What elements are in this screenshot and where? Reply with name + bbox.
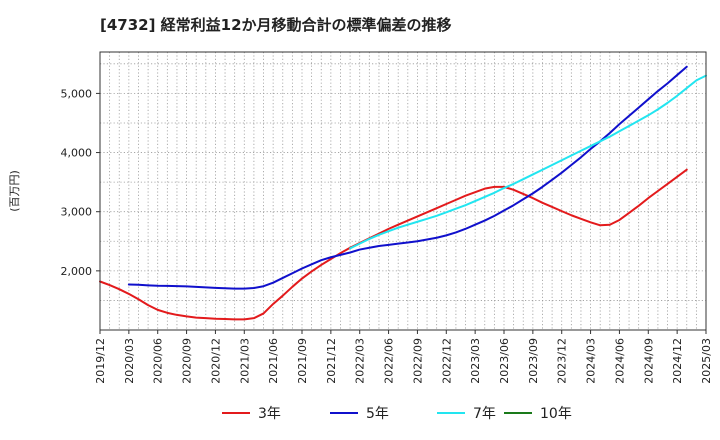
x-tick-label: 2024/03 bbox=[585, 338, 598, 384]
x-tick-label: 2023/12 bbox=[556, 338, 569, 384]
x-tick-label: 2021/09 bbox=[296, 338, 309, 384]
series-line-3年 bbox=[99, 168, 688, 321]
series-line-7年 bbox=[349, 74, 707, 250]
legend-label: 3年 bbox=[258, 406, 281, 422]
y-tick-label: 3,000 bbox=[61, 206, 93, 219]
grid-layer bbox=[100, 52, 706, 330]
x-tick-label: 2022/12 bbox=[440, 338, 453, 384]
x-tick-label: 2021/06 bbox=[267, 338, 280, 384]
series-layer bbox=[99, 65, 707, 321]
x-tick-label: 2023/03 bbox=[469, 338, 482, 384]
legend-label: 5年 bbox=[366, 406, 389, 422]
x-tick-label: 2022/09 bbox=[411, 338, 424, 384]
x-tick-label: 2025/03 bbox=[700, 338, 713, 384]
x-tick-label: 2022/06 bbox=[383, 338, 396, 384]
x-tick-label: 2022/03 bbox=[354, 338, 367, 384]
y-tick-label: 5,000 bbox=[61, 87, 93, 100]
x-tick-label: 2024/06 bbox=[613, 338, 626, 384]
legend: 3年 5年 7年 10年 bbox=[222, 406, 572, 422]
x-tick-label: 2020/09 bbox=[181, 338, 194, 384]
x-tick-label: 2023/09 bbox=[527, 338, 540, 384]
x-tick-label: 2021/03 bbox=[238, 338, 251, 384]
x-tick-label: 2019/12 bbox=[94, 338, 107, 384]
legend-label: 7年 bbox=[473, 406, 496, 422]
x-tick-label: 2020/12 bbox=[209, 338, 222, 384]
y-axis: 2,000 3,000 4,000 5,000 bbox=[61, 87, 100, 278]
legend-label: 10年 bbox=[540, 406, 572, 422]
y-axis-label: (百万円) bbox=[8, 170, 21, 212]
y-tick-label: 4,000 bbox=[61, 147, 93, 160]
series-line-5年 bbox=[127, 65, 688, 290]
x-tick-label: 2024/12 bbox=[671, 338, 684, 384]
x-tick-label: 2024/09 bbox=[642, 338, 655, 384]
chart-title: [4732] 経常利益12か月移動合計の標準偏差の推移 bbox=[100, 16, 452, 34]
x-tick-label: 2020/03 bbox=[123, 338, 136, 384]
x-tick-label: 2020/06 bbox=[152, 338, 165, 384]
x-tick-label: 2021/12 bbox=[325, 338, 338, 384]
x-axis: 2019/12 2020/03 2020/06 2020/09 2020/12 2021/… bbox=[94, 330, 713, 384]
plot-frame bbox=[99, 51, 707, 331]
y-tick-label: 2,000 bbox=[61, 265, 93, 278]
x-tick-label: 2023/06 bbox=[498, 338, 511, 384]
